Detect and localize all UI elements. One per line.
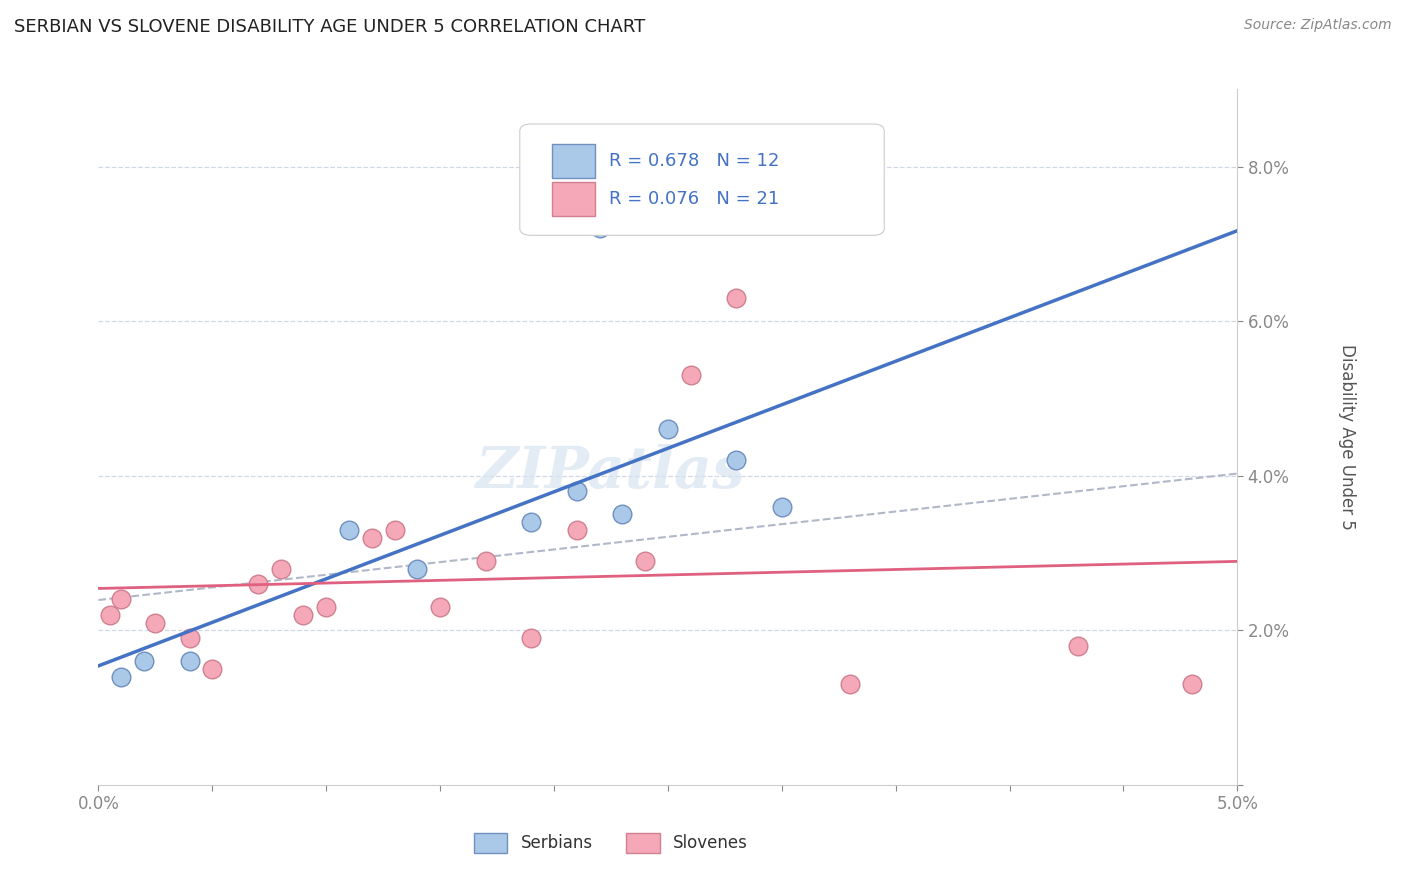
Point	[270, 561, 292, 575]
Y-axis label: Disability Age Under 5: Disability Age Under 5	[1339, 344, 1357, 530]
Point	[565, 523, 588, 537]
Point	[406, 561, 429, 575]
Point	[634, 554, 657, 568]
Point	[565, 484, 588, 499]
Point	[679, 368, 702, 383]
Legend: Serbians, Slovenes: Serbians, Slovenes	[474, 833, 748, 853]
Point	[292, 607, 315, 622]
Point	[98, 607, 121, 622]
Point	[315, 600, 337, 615]
Point	[179, 631, 201, 645]
Text: SERBIAN VS SLOVENE DISABILITY AGE UNDER 5 CORRELATION CHART: SERBIAN VS SLOVENE DISABILITY AGE UNDER …	[14, 18, 645, 36]
Point	[657, 422, 679, 436]
Point	[360, 531, 382, 545]
Point	[179, 654, 201, 668]
Point	[246, 577, 269, 591]
Point	[839, 677, 862, 691]
FancyBboxPatch shape	[520, 124, 884, 235]
FancyBboxPatch shape	[551, 183, 595, 216]
Text: R = 0.678   N = 12: R = 0.678 N = 12	[609, 152, 779, 169]
Point	[612, 508, 634, 522]
FancyBboxPatch shape	[551, 145, 595, 178]
Text: ZIPatlas: ZIPatlas	[477, 443, 745, 500]
Point	[145, 615, 167, 630]
Point	[725, 453, 748, 467]
Point	[1067, 639, 1090, 653]
Point	[520, 515, 543, 529]
Point	[588, 221, 610, 235]
Text: R = 0.076   N = 21: R = 0.076 N = 21	[609, 190, 779, 208]
Text: Source: ZipAtlas.com: Source: ZipAtlas.com	[1244, 18, 1392, 32]
Point	[337, 523, 360, 537]
Point	[132, 654, 155, 668]
Point	[110, 670, 132, 684]
Point	[725, 291, 748, 305]
Point	[520, 631, 543, 645]
Point	[384, 523, 406, 537]
Point	[474, 554, 496, 568]
Point	[201, 662, 224, 676]
Point	[429, 600, 451, 615]
Point	[770, 500, 793, 514]
Point	[1181, 677, 1204, 691]
Point	[110, 592, 132, 607]
